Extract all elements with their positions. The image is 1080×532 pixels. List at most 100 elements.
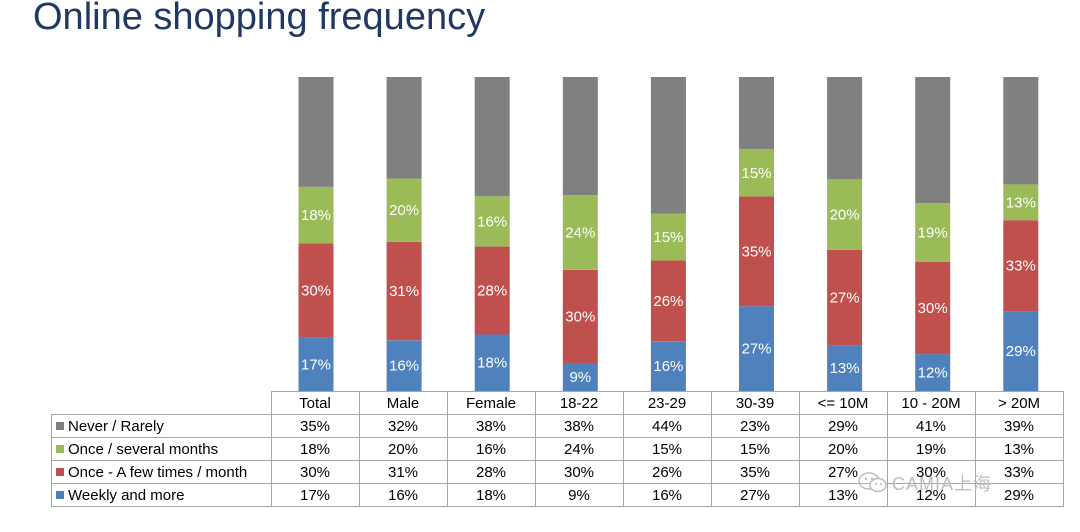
table-corner	[51, 391, 272, 415]
bar-segment-once-several-months-male	[386, 178, 422, 242]
table-cell: 20%	[358, 437, 448, 461]
data-label: 15%	[741, 165, 771, 182]
wechat-icon	[858, 472, 887, 493]
bar-segment-once-a-few-times-month-total	[298, 243, 334, 338]
legend-label: Once - A few times / month	[68, 463, 248, 481]
table-cell: 15%	[710, 437, 800, 461]
data-table: Total Male Female 18-22 23-29 30-39 <= 10M 10 -…	[51, 391, 1064, 507]
bar-segment-never-rarely-23-29	[650, 77, 686, 214]
bar-segment-once-a-few-times-month-male	[386, 241, 422, 341]
bar-segment-weekly-and-more-18-22	[562, 363, 598, 391]
table-row: Once / several months 18% 20% 16% 24% 15% 15% 2…	[51, 437, 1064, 461]
bar-segment-never-rarely-18-22	[562, 77, 598, 196]
table-row-label: Once - A few times / month	[51, 460, 272, 484]
table-cell: 38%	[446, 414, 536, 438]
table-column-header: > 20M	[974, 391, 1064, 415]
table-cell: 39%	[974, 414, 1064, 438]
watermark: CAMIA上海	[858, 470, 992, 496]
data-label: 13%	[1006, 194, 1036, 211]
table-cell: 27%	[710, 483, 800, 507]
table-row-label: Weekly and more	[51, 483, 272, 507]
watermark-text: CAMIA上海	[892, 474, 993, 494]
data-label: 30%	[301, 283, 331, 300]
bar-segment-weekly-and-more-10m	[827, 345, 863, 391]
table-cell: 12%	[886, 483, 976, 507]
bar-segment-never-rarely-20m	[1003, 77, 1039, 185]
data-label: 9%	[569, 369, 591, 386]
bar-segment-never-rarely-30-39	[739, 77, 774, 150]
table-row-label: Never / Rarely	[51, 414, 272, 438]
bar-segment-once-a-few-times-month-20m	[1003, 220, 1039, 312]
data-label: 20%	[389, 202, 419, 219]
table-cell: 35%	[710, 460, 800, 484]
table-cell: 16%	[358, 483, 448, 507]
table-cell: 44%	[622, 414, 712, 438]
legend-swatch	[56, 490, 64, 499]
data-label: 18%	[477, 355, 507, 372]
table-cell: 17%	[270, 483, 360, 507]
bar-segment-once-several-months-female	[474, 196, 510, 247]
table-cell: 26%	[622, 460, 712, 484]
bar-segment-weekly-and-more-23-29	[650, 341, 686, 391]
table-column-header: 18-22	[534, 391, 624, 415]
data-label: 20%	[830, 207, 860, 224]
table-column-header: <= 10M	[798, 391, 888, 415]
legend-swatch	[56, 467, 64, 476]
table-cell: 29%	[798, 414, 888, 438]
data-label: 26%	[653, 293, 683, 310]
table-cell: 24%	[534, 437, 624, 461]
data-label: 30%	[918, 300, 948, 317]
table-cell: 18%	[446, 483, 536, 507]
table-column-header: 10 - 20M	[886, 391, 976, 415]
table-row: Weekly and more 17% 16% 18% 9% 16% 27% 13% 12% 29…	[51, 483, 1064, 507]
data-label: 16%	[389, 358, 419, 375]
bar-segment-never-rarely-10-20m	[915, 77, 951, 204]
table-column-header: Female	[446, 391, 536, 415]
table-cell: 30%	[886, 460, 976, 484]
table-cell: 41%	[886, 414, 976, 438]
bar-segment-once-several-months-10m	[827, 179, 863, 250]
data-label: 16%	[477, 213, 507, 230]
table-row-label: Once / several months	[51, 437, 272, 461]
data-label: 15%	[653, 229, 683, 246]
bar-segment-weekly-and-more-male	[386, 340, 422, 391]
bar-segment-once-several-months-23-29	[650, 213, 686, 261]
data-label: 35%	[741, 243, 771, 260]
legend-label: Weekly and more	[68, 486, 185, 504]
bar-segment-once-a-few-times-month-30-39	[739, 196, 774, 307]
table-cell: 15%	[622, 437, 712, 461]
data-label: 24%	[565, 224, 595, 241]
bar-segment-once-a-few-times-month-10m	[827, 249, 863, 346]
legend-swatch	[56, 421, 64, 430]
data-label: 12%	[918, 365, 948, 382]
bar-segment-once-several-months-30-39	[739, 149, 774, 197]
table-cell: 16%	[446, 437, 536, 461]
bar-segment-once-several-months-20m	[1003, 184, 1039, 221]
table-row: Never / Rarely 35% 32% 38% 38% 44% 23% 29% 41% 39…	[51, 414, 1064, 438]
data-label: 33%	[1006, 258, 1036, 275]
data-label: 30%	[565, 308, 595, 325]
table-cell: 35%	[270, 414, 360, 438]
data-label: 13%	[830, 360, 860, 377]
bar-segment-once-several-months-total	[298, 186, 334, 244]
data-label: 31%	[389, 283, 419, 300]
table-cell: 18%	[270, 437, 360, 461]
table-cell: 9%	[534, 483, 624, 507]
table-cell: 38%	[534, 414, 624, 438]
table-cell: 19%	[886, 437, 976, 461]
data-label: 28%	[477, 283, 507, 300]
bar-segment-never-rarely-male	[386, 77, 422, 179]
bar-segment-once-a-few-times-month-18-22	[562, 269, 598, 364]
bar-segment-weekly-and-more-10-20m	[915, 354, 951, 391]
table-cell: 30%	[270, 460, 360, 484]
legend-label: Once / several months	[68, 440, 219, 458]
bar-segment-once-a-few-times-month-23-29	[650, 260, 686, 342]
data-label: 27%	[830, 290, 860, 307]
data-label: 27%	[741, 341, 771, 358]
legend-swatch	[56, 444, 64, 453]
table-column-header: 30-39	[710, 391, 800, 415]
stacked-bar-chart: 17% 30% 18% 16% 31% 20% 18% 28% 16% 9% 30% 24% 16% 26…	[298, 77, 1039, 391]
chart-title: Online shopping frequency	[33, 0, 486, 38]
data-label: 17%	[301, 356, 331, 373]
table-cell: 32%	[358, 414, 448, 438]
